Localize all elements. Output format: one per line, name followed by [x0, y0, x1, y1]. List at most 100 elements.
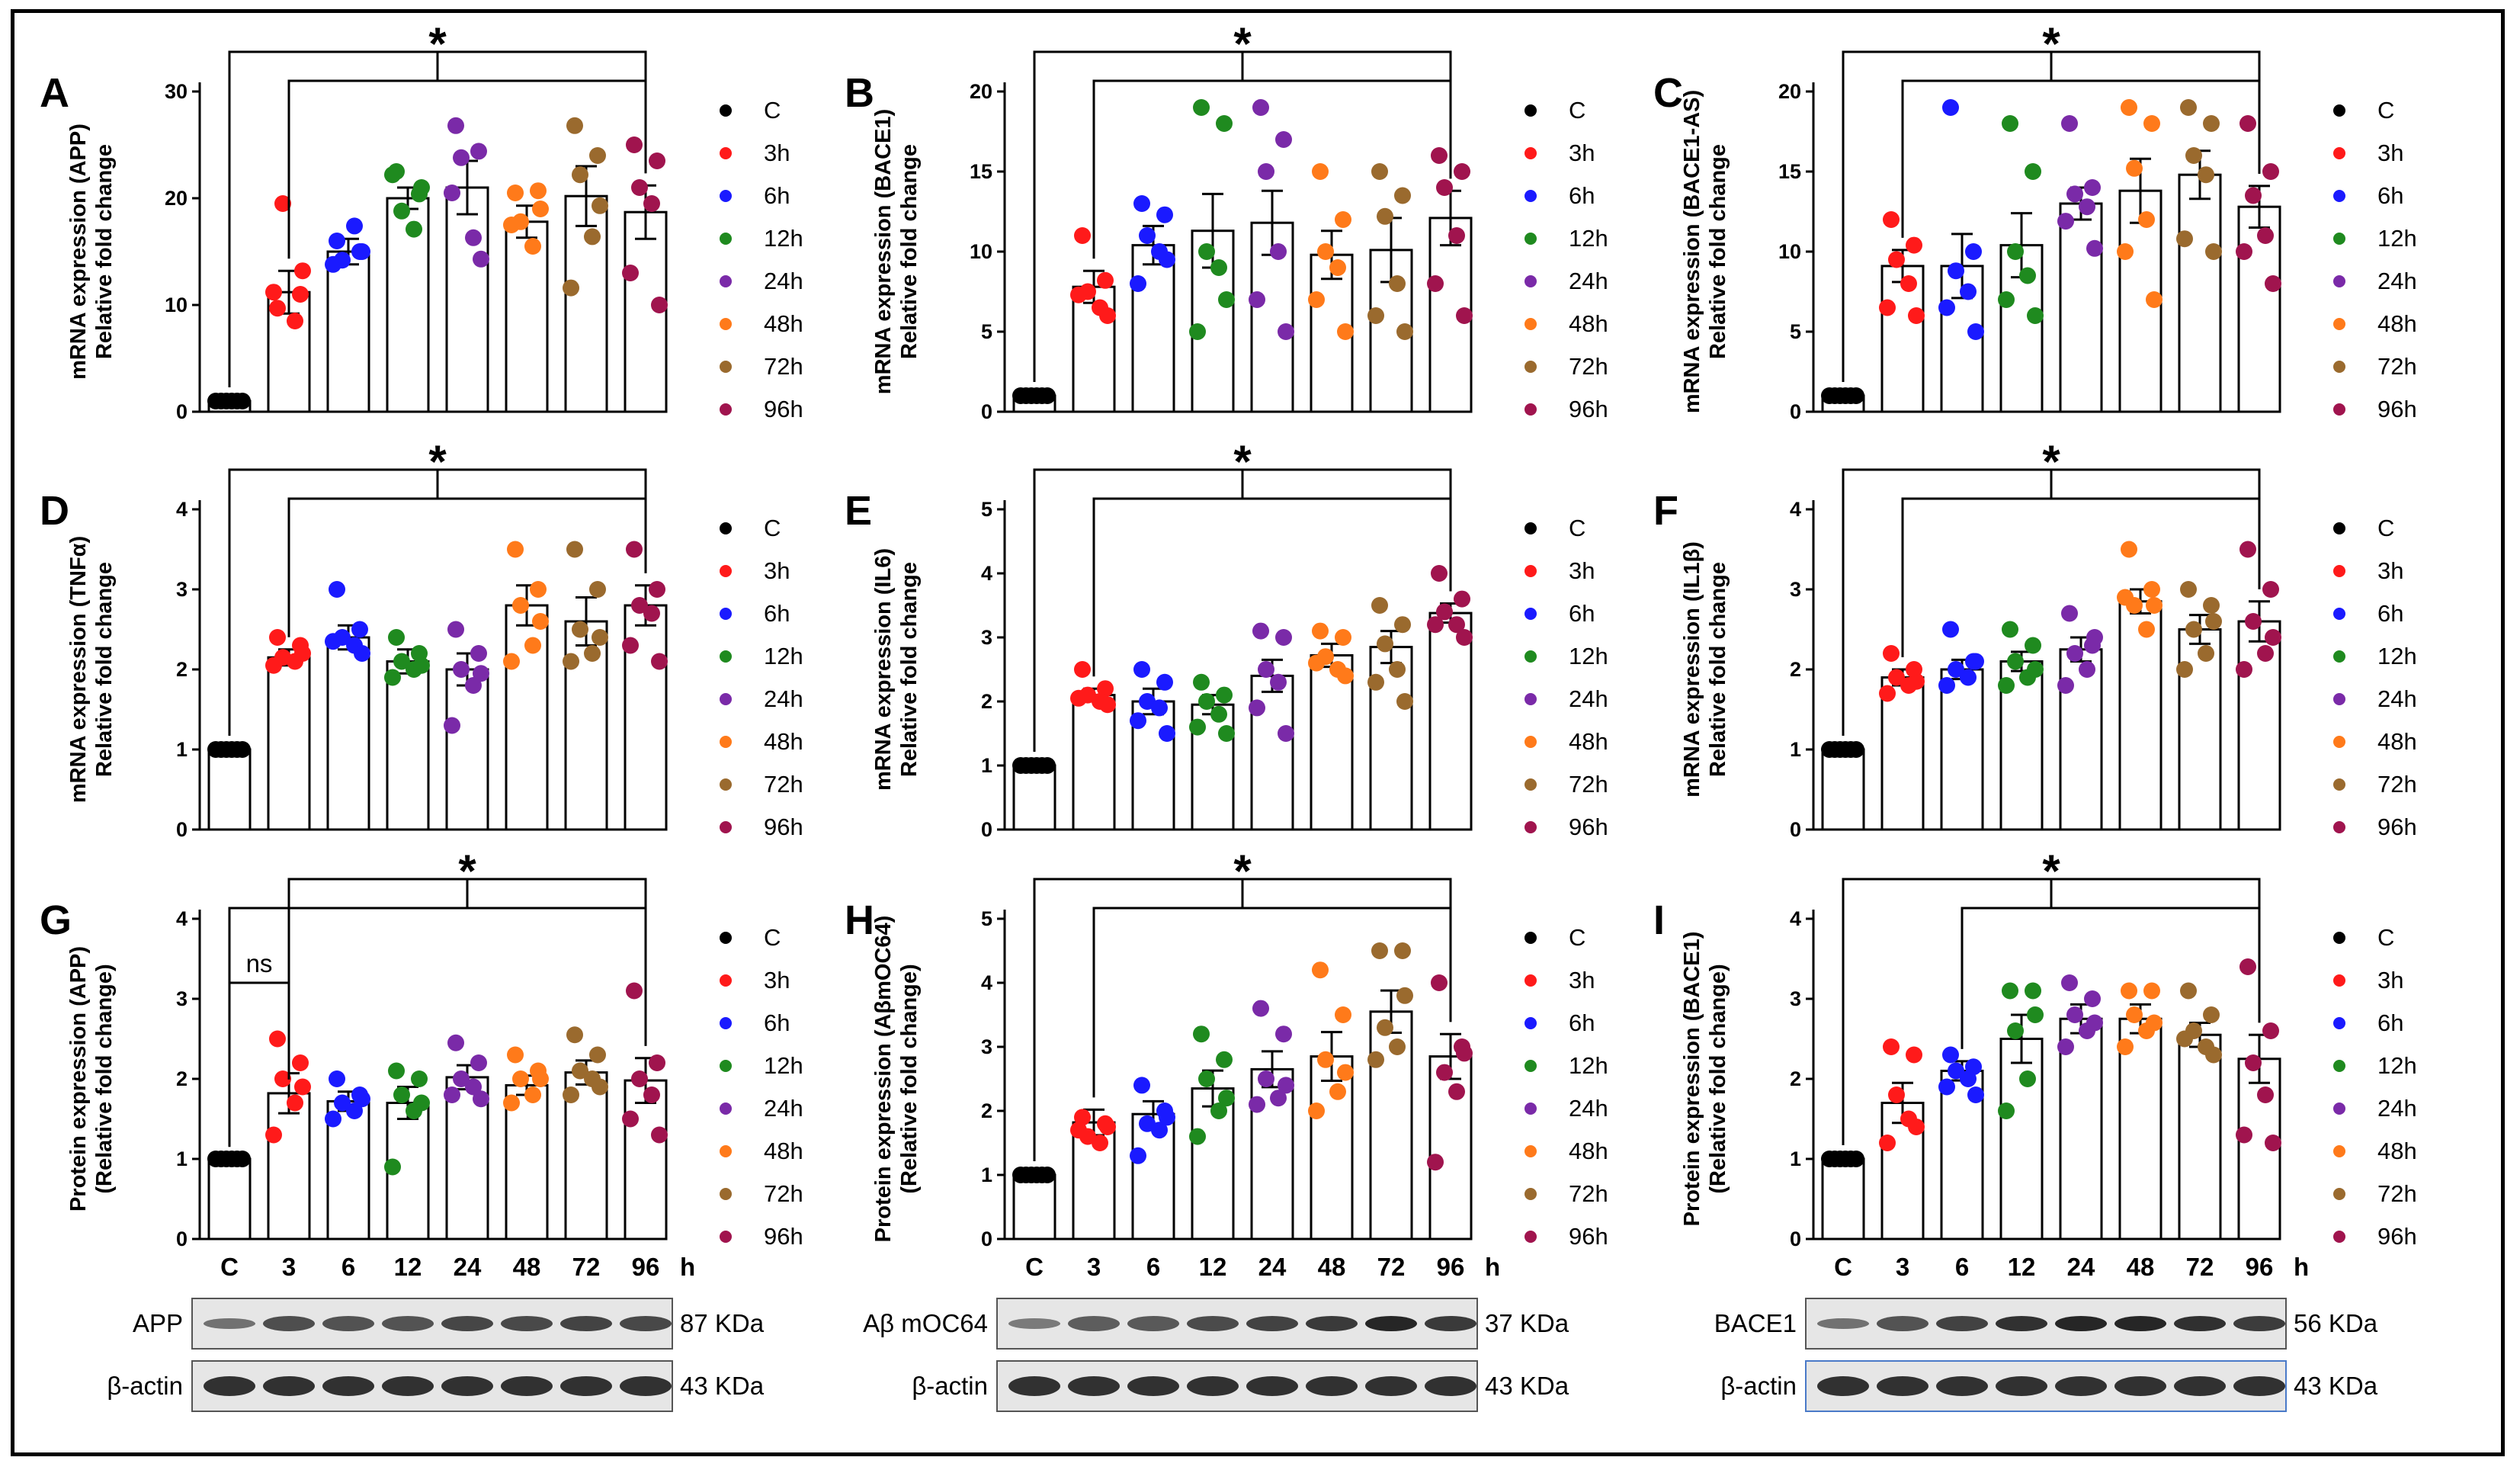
data-point — [413, 656, 430, 674]
significance-star: * — [2042, 436, 2060, 487]
y-axis-label: Relative fold change — [92, 144, 117, 359]
data-point — [1389, 661, 1406, 678]
x-unit-label: h — [1485, 1253, 1500, 1281]
data-point — [1159, 725, 1175, 742]
data-point — [292, 1054, 309, 1071]
legend-marker — [1525, 1231, 1537, 1243]
data-point — [292, 286, 309, 303]
y-axis-label: mRNA expression (BACE1) — [871, 109, 896, 394]
legend-marker — [720, 104, 732, 117]
data-point — [1888, 1086, 1905, 1103]
data-point — [589, 147, 606, 164]
data-point — [2079, 661, 2095, 678]
data-point — [1888, 669, 1905, 686]
legend-marker — [2333, 1017, 2345, 1029]
legend-marker — [1525, 1188, 1537, 1200]
data-point — [1427, 1154, 1444, 1171]
data-point — [1906, 236, 1922, 254]
legend-label: 96h — [1569, 396, 1608, 422]
data-point — [1967, 323, 1984, 340]
y-tick-label: 1 — [981, 754, 992, 777]
data-point — [1883, 645, 1900, 662]
data-point — [2121, 541, 2137, 558]
y-axis-label: mRNA expression (IL1β) — [1680, 541, 1704, 798]
data-point — [1427, 275, 1444, 292]
data-point — [1942, 1046, 1959, 1064]
data-point — [512, 1070, 529, 1087]
data-point — [329, 233, 345, 249]
legend-label: 24h — [1569, 685, 1608, 712]
y-tick-label: 0 — [981, 400, 992, 423]
blot-band — [1246, 1316, 1298, 1331]
data-point — [1210, 1102, 1227, 1119]
data-point — [465, 229, 482, 246]
legend-label: C — [1569, 515, 1585, 541]
data-point — [2084, 990, 2101, 1007]
data-point — [1948, 1062, 1964, 1080]
legend-label: 48h — [764, 310, 803, 337]
x-tick-label: 3 — [1896, 1253, 1909, 1281]
data-point — [2180, 581, 2197, 598]
legend-label: C — [1569, 97, 1585, 124]
data-point — [626, 982, 643, 1000]
data-point — [1389, 275, 1406, 292]
bar — [505, 604, 549, 831]
data-point — [1367, 673, 1384, 691]
x-tick-label: 6 — [341, 1253, 355, 1281]
data-point — [2002, 621, 2018, 638]
data-point — [1394, 942, 1411, 959]
data-point — [413, 179, 430, 196]
data-point — [411, 1070, 428, 1087]
data-point — [507, 1046, 524, 1064]
data-point — [2027, 1006, 2044, 1023]
panel-letter: E — [845, 488, 872, 534]
significance-star: * — [458, 846, 476, 897]
y-tick-label: 0 — [1790, 1228, 1801, 1250]
data-point — [1908, 1119, 1925, 1135]
x-tick-label: 48 — [1318, 1253, 1346, 1281]
x-tick-label: 24 — [1258, 1253, 1287, 1281]
data-point — [1848, 741, 1864, 758]
data-point — [1394, 616, 1411, 634]
data-point — [2146, 291, 2163, 308]
y-tick-label: 2 — [981, 1099, 992, 1122]
data-point — [649, 152, 665, 169]
legend-marker — [2333, 778, 2345, 791]
data-point — [2146, 597, 2163, 614]
legend-marker — [720, 1145, 732, 1157]
data-point — [2019, 267, 2036, 284]
y-axis-label: Relative fold change — [1706, 144, 1730, 359]
data-point — [354, 1090, 370, 1108]
legend-marker — [720, 1060, 732, 1072]
data-point — [473, 1090, 489, 1108]
data-point — [1193, 673, 1210, 691]
y-tick-label: 4 — [176, 907, 188, 930]
bar — [445, 668, 489, 831]
blot-band — [382, 1316, 434, 1331]
y-tick-label: 3 — [176, 987, 188, 1010]
y-axis-label: (Relative fold change) — [92, 964, 117, 1193]
data-point — [2185, 621, 2202, 638]
data-point — [1942, 99, 1959, 116]
data-point — [1275, 1025, 1292, 1043]
blot-band — [1936, 1376, 1988, 1396]
data-point — [447, 117, 464, 134]
data-point — [530, 182, 547, 200]
data-point — [2117, 589, 2134, 606]
figure-frame — [11, 9, 2505, 1456]
data-point — [1097, 680, 1114, 698]
data-point — [584, 228, 601, 246]
data-point — [1252, 622, 1269, 640]
data-point — [1189, 718, 1206, 736]
y-tick-label: 30 — [165, 80, 188, 103]
data-point — [1218, 291, 1235, 308]
legend-marker — [1525, 693, 1537, 705]
data-point — [1278, 323, 1294, 340]
data-point — [1948, 661, 1964, 678]
bar — [2178, 173, 2222, 413]
legend-marker — [2333, 1231, 2345, 1243]
bar — [207, 1157, 252, 1241]
data-point — [269, 1030, 286, 1048]
data-point — [1967, 1086, 1984, 1103]
data-point — [649, 1054, 665, 1071]
